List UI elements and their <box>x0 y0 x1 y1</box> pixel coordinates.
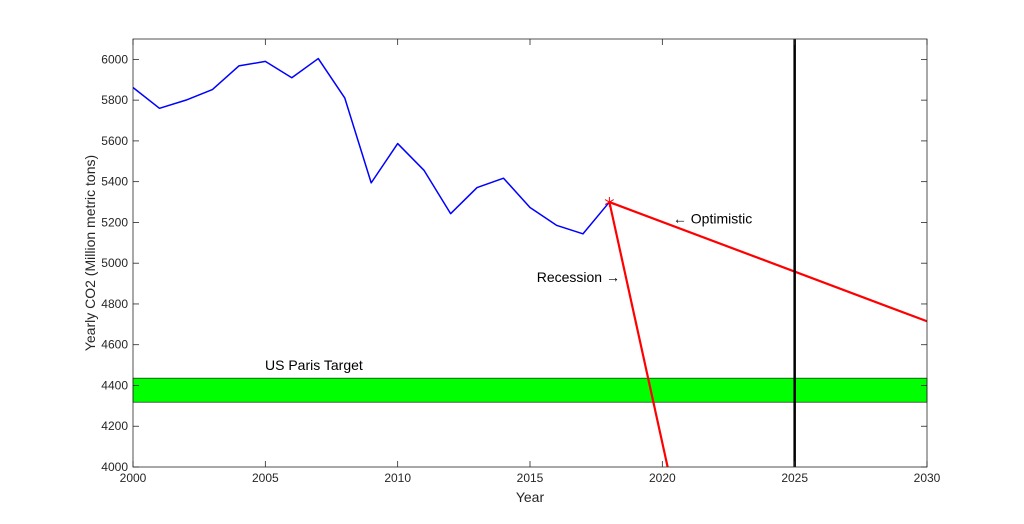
x-tick-label: 2025 <box>781 471 808 485</box>
y-tick-label: 5600 <box>101 134 128 148</box>
annotation-1: ← Optimistic <box>673 210 752 226</box>
plot-area <box>133 39 927 467</box>
star-marker-stroke-3 <box>604 199 614 205</box>
y-tick-label: 4400 <box>101 378 128 392</box>
x-axis-ticks: 2000 2005 2010 2015 2020 2025 2030 <box>120 39 941 485</box>
y-tick-label: 5400 <box>101 175 128 189</box>
y-tick-label: 4800 <box>101 297 128 311</box>
x-tick-label: 2005 <box>252 471 279 485</box>
series-layer <box>133 57 927 467</box>
y-tick-label: 5200 <box>101 215 128 229</box>
y-axis-ticks: 4000 4200 4400 4600 4800 5000 5200 5400 5600 5800… <box>101 52 927 474</box>
series-line-2 <box>609 201 927 323</box>
x-tick-label: 2020 <box>649 471 676 485</box>
x-axis-label: Year <box>516 489 545 505</box>
y-axis-label: Yearly CO2 (Million metric tons) <box>82 155 98 351</box>
annotation-2: Recession → <box>537 269 620 285</box>
x-tick-label: 2000 <box>120 471 147 485</box>
x-tick-label: 2015 <box>517 471 544 485</box>
annotation-layer: ← Optimistic Recession → <box>537 210 753 284</box>
star-marker <box>604 197 614 208</box>
y-tick-label: 4200 <box>101 419 128 433</box>
series-line-3 <box>608 201 669 467</box>
y-tick-label: 5800 <box>101 93 128 107</box>
x-tick-label: 2030 <box>914 471 941 485</box>
y-tick-label: 6000 <box>101 52 128 66</box>
target-band-label: US Paris Target <box>265 357 363 373</box>
series-line-1 <box>133 57 610 235</box>
x-tick-label: 2010 <box>384 471 411 485</box>
y-tick-label: 4000 <box>101 460 128 474</box>
y-tick-label: 5000 <box>101 256 128 270</box>
y-tick-label: 4600 <box>101 338 128 352</box>
target-band <box>132 377 928 403</box>
